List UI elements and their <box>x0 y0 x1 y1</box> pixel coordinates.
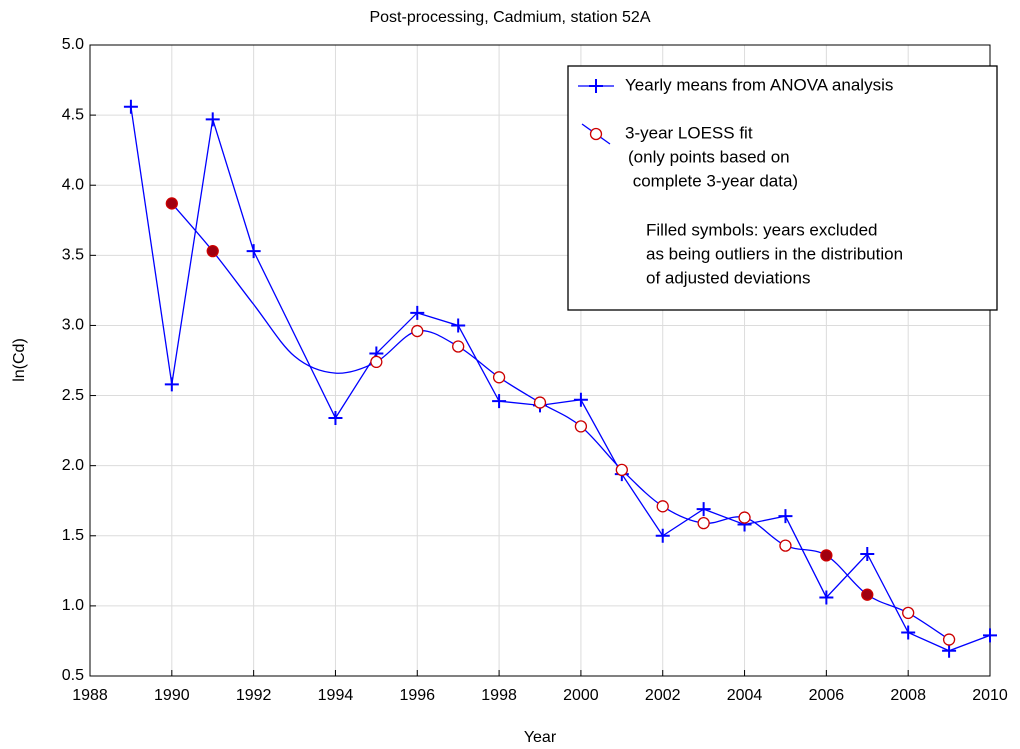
cross-marker <box>492 394 507 409</box>
legend-note: Filled symbols: years excluded <box>646 220 877 239</box>
y-tick-label: 4.0 <box>62 176 84 193</box>
x-tick-label: 1990 <box>154 687 190 704</box>
cross-marker <box>451 318 466 333</box>
y-tick-label: 4.5 <box>62 106 84 123</box>
y-tick-label: 0.5 <box>62 667 84 684</box>
legend-box <box>567 65 998 311</box>
y-tick-label: 1.5 <box>62 527 84 544</box>
circle-marker <box>411 324 424 338</box>
x-axis-label: Year <box>524 729 557 746</box>
x-tick-label: 1988 <box>72 687 108 704</box>
legend-note: (only points based on <box>628 147 790 166</box>
legend-note: as being outliers in the distribution <box>646 244 903 263</box>
cross-marker <box>123 99 138 114</box>
legend-label: Yearly means from ANOVA analysis <box>625 75 893 94</box>
circle-marker <box>165 197 178 210</box>
cross-marker <box>164 377 179 392</box>
y-tick-label: 2.0 <box>62 457 84 474</box>
cross-marker <box>901 625 916 640</box>
x-tick-label: 2008 <box>890 687 926 704</box>
y-tick-label: 5.0 <box>62 36 84 53</box>
cross-marker <box>942 643 957 658</box>
cross-marker <box>655 528 670 543</box>
circle-marker <box>779 539 792 552</box>
legend-label: 3-year LOESS fit <box>625 123 753 142</box>
circle-marker <box>820 549 833 562</box>
cross-marker <box>410 305 425 320</box>
cross-marker <box>983 628 997 643</box>
circle-marker <box>738 511 751 524</box>
circle-marker <box>902 606 915 620</box>
y-tick-label: 3.0 <box>62 317 84 334</box>
plot-frame <box>89 44 991 677</box>
cross-marker <box>246 244 261 259</box>
x-tick-label: 2010 <box>972 687 1008 704</box>
circle-marker <box>942 633 956 646</box>
cross-marker <box>589 79 603 93</box>
circle-marker <box>589 127 603 141</box>
x-tick-label: 2006 <box>809 687 845 704</box>
x-tick-label: 2004 <box>727 687 763 704</box>
y-tick-label: 1.0 <box>62 597 84 614</box>
cross-marker <box>860 547 875 562</box>
circle-marker <box>370 355 383 369</box>
x-tick-label: 1996 <box>399 687 435 704</box>
cross-marker <box>819 590 834 605</box>
y-tick-label: 2.5 <box>62 387 84 404</box>
cross-marker <box>778 509 793 524</box>
circle-marker <box>861 588 874 601</box>
circle-marker <box>533 396 547 409</box>
x-tick-label: 1992 <box>236 687 272 704</box>
circle-marker <box>656 500 669 513</box>
legend-note: of adjusted deviations <box>646 268 810 287</box>
y-axis-label: ln(Cd) <box>11 338 28 382</box>
x-tick-label: 1998 <box>481 687 517 704</box>
circle-marker <box>492 371 506 384</box>
x-tick-label: 2000 <box>563 687 599 704</box>
cross-marker <box>205 112 220 127</box>
y-tick-label: 3.5 <box>62 247 84 264</box>
cross-marker <box>573 392 588 407</box>
chart-title: Post-processing, Cadmium, station 52A <box>369 9 650 26</box>
legend-note: complete 3-year data) <box>628 171 798 190</box>
circle-marker <box>574 420 588 433</box>
x-tick-label: 2002 <box>645 687 681 704</box>
circle-marker <box>452 340 465 353</box>
cross-marker <box>328 410 343 425</box>
x-tick-label: 1994 <box>318 687 354 704</box>
cross-marker <box>696 502 711 517</box>
circle-marker <box>697 517 710 530</box>
circle-marker <box>206 244 219 258</box>
circle-marker <box>615 463 628 477</box>
